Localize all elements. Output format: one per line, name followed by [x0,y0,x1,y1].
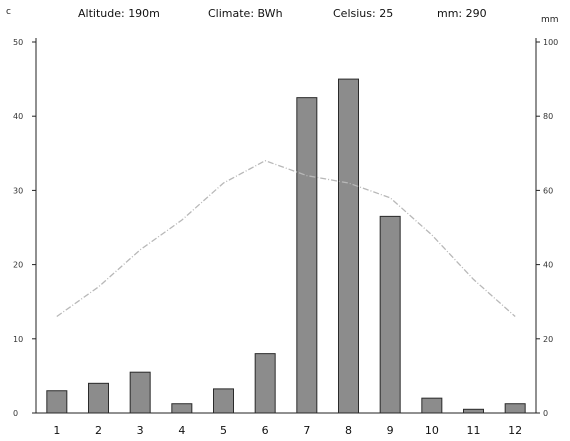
x-axis-tick-label: 5 [220,424,227,437]
precipitation-bars [46,78,526,414]
precipitation-bar [46,390,68,414]
left-axis-tick-label: 50 [13,38,23,47]
left-axis-unit-label: c [6,7,11,17]
right-axis-unit-label: mm [541,15,559,25]
x-axis-tick-label: 9 [387,424,394,437]
precipitation-bar [129,371,151,414]
x-axis-tick-label: 4 [178,424,185,437]
precipitation-total-label: mm: 290 [437,7,487,20]
left-axis-tick-label: 30 [13,186,23,195]
x-axis-tick-label: 2 [95,424,102,437]
celsius-label: Celsius: 25 [333,7,393,20]
precipitation-bar [171,403,193,414]
left-axis-tick-label: 20 [13,261,23,270]
precipitation-bar [254,353,276,414]
x-axis-tick-label: 8 [345,424,352,437]
precipitation-bar [421,397,443,414]
precipitation-bar [88,382,109,414]
precipitation-bar [213,388,234,414]
climate-label: Climate: BWh [208,7,283,20]
left-axis-tick-label: 0 [13,409,18,418]
precipitation-bar [338,78,359,414]
temperature-line [56,159,516,318]
x-axis-tick-label: 12 [508,424,522,437]
x-axis-tick-label: 3 [137,424,144,437]
right-axis-tick-label: 60 [543,186,553,195]
x-axis-tick-label: 1 [53,424,60,437]
precipitation-bar [296,97,318,414]
x-axis-tick-label: 7 [303,424,310,437]
right-axis-tick-label: 0 [543,409,548,418]
left-axis-tick-label: 40 [13,112,23,121]
right-axis-tick-label: 20 [543,335,553,344]
right-axis-tick-label: 80 [543,112,553,121]
x-axis-tick-label: 10 [425,424,439,437]
axes [32,38,540,414]
right-axis-tick-label: 40 [543,261,553,270]
precipitation-bar [463,408,484,414]
precipitation-bar [504,403,526,414]
temperature-line-group [56,159,516,318]
precipitation-bar [379,215,401,414]
left-axis-tick-label: 10 [13,335,23,344]
x-axis-tick-label: 6 [262,424,269,437]
altitude-label: Altitude: 190m [78,7,160,20]
x-axis-tick-label: 11 [467,424,481,437]
right-axis-tick-label: 100 [543,38,558,47]
